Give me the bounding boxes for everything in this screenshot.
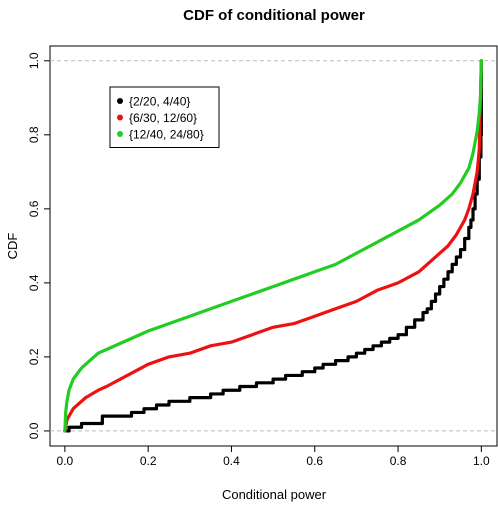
y-tick-label-0: 0.0	[27, 422, 41, 439]
y-tick-label-1: 0.2	[27, 348, 41, 365]
legend-label-2: {12/40, 24/80}	[129, 128, 204, 142]
x-tick-label-5: 1.0	[473, 454, 490, 468]
y-axis-label: CDF	[5, 233, 20, 260]
series-line-2	[63, 59, 483, 433]
x-tick-label-3: 0.6	[306, 454, 323, 468]
y-tick-label-5: 1.0	[27, 52, 41, 69]
legend-label-1: {6/30, 12/60}	[129, 111, 197, 125]
x-tick-label-2: 0.4	[223, 454, 240, 468]
legend-box	[109, 86, 220, 148]
series-line-1	[63, 59, 483, 433]
y-tick-label-3: 0.6	[27, 200, 41, 217]
legend-marker-0	[117, 98, 123, 104]
x-axis-label: Conditional power	[222, 487, 327, 502]
legend: {2/20, 4/40} {6/30, 12/60} {12/40, 24/80}	[109, 86, 220, 148]
plot-frame	[49, 45, 498, 447]
legend-label-0: {2/20, 4/40}	[129, 95, 190, 109]
y-tick-label-4: 0.8	[27, 126, 41, 143]
series-line-0	[63, 59, 483, 433]
chart-title: CDF of conditional power	[183, 7, 365, 24]
x-tick-label-0: 0.0	[57, 454, 74, 468]
x-tick-label-1: 0.2	[140, 454, 157, 468]
y-tick-label-2: 0.4	[27, 274, 41, 291]
legend-marker-2	[117, 131, 123, 137]
x-tick-label-4: 0.8	[390, 454, 407, 468]
legend-marker-1	[117, 114, 123, 121]
